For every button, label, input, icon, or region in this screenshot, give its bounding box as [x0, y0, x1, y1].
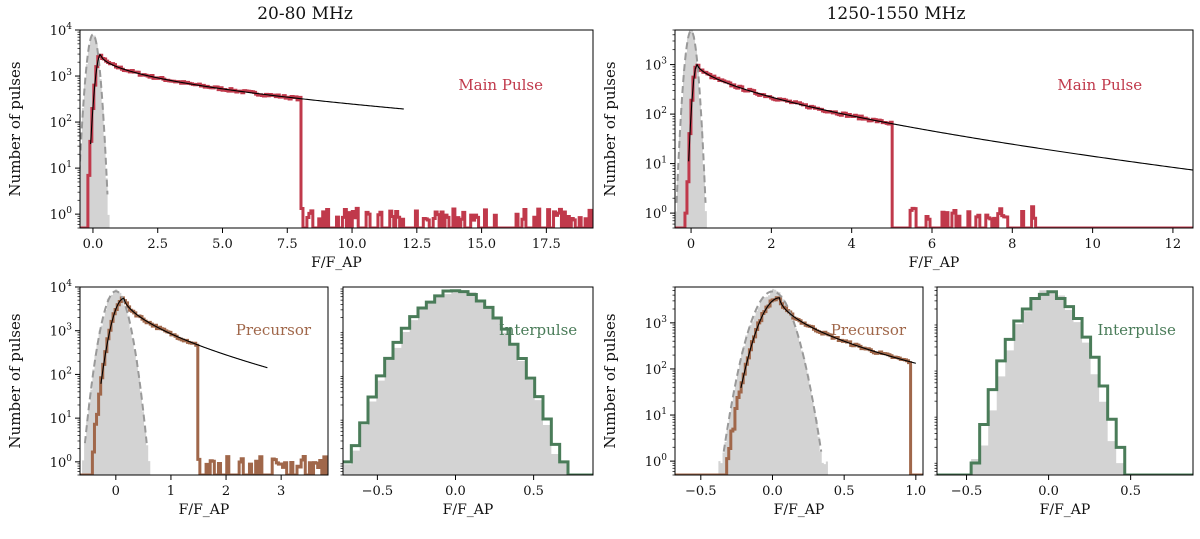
noise-histogram: [675, 288, 923, 475]
noise-histogram: [80, 35, 593, 228]
x-tick-label: 0.5: [523, 484, 544, 499]
x-tick-label: −0.5: [951, 484, 983, 499]
y-tick-label: 103: [50, 323, 73, 340]
series-label: Interpulse: [1098, 321, 1176, 339]
panel-lofar-main: 0.0 2.5 5.0 7.5 10.0 12.5 15.0 17.5 100 101 102 103…: [6, 22, 594, 271]
x-tick-label: 0.0: [83, 237, 104, 252]
x-tick-label: 0.5: [1120, 484, 1141, 499]
axes-frame: [674, 286, 924, 476]
y-axis-label: Number of pulses: [601, 313, 619, 448]
series-label: Main Pulse: [458, 76, 543, 94]
figure-title-right: 1250-1550 MHz: [826, 4, 966, 24]
x-tick-label: 17.5: [532, 237, 561, 252]
y-tick-label: 103: [50, 68, 73, 85]
noise-fit-curve: [80, 33, 109, 195]
panel-lband-precursor: −0.5 0.0 0.5 1.0 100 101 102 103 Precursor F/F_AP…: [601, 286, 926, 518]
y-axis-label: Number of pulses: [6, 61, 24, 196]
x-tick-label: 3: [277, 484, 285, 499]
x-tick-label: 8: [1008, 237, 1016, 252]
x-tick-label: 2: [222, 484, 230, 499]
y-tick-label: 102: [50, 114, 72, 131]
x-axis-label: F/F_AP: [443, 502, 494, 518]
x-tick-label: 10.0: [338, 237, 367, 252]
noise-fit-curve: [83, 290, 148, 444]
x-tick-label: 15.0: [467, 237, 496, 252]
x-axis-label: F/F_AP: [1040, 502, 1091, 518]
y-tick-label: 101: [50, 410, 72, 427]
x-tick-label: 5.0: [212, 237, 233, 252]
x-tick-label: 6: [928, 237, 936, 252]
noise-fit-curve: [722, 290, 823, 452]
x-tick-label: 1.0: [905, 484, 926, 499]
x-tick-label: 1: [167, 484, 175, 499]
x-tick-label: 7.5: [277, 237, 298, 252]
y-tick-label: 101: [645, 407, 667, 424]
y-tick-label: 103: [645, 57, 668, 74]
noise-histogram: [80, 289, 328, 475]
signal-fit-curve: [688, 63, 1193, 171]
x-tick-label: −0.5: [362, 484, 394, 499]
panel-lofar-precursor: 0 1 2 3 100 101 102 103 104 Precursor F/F_AP Number…: [6, 279, 329, 518]
x-tick-label: 0.0: [445, 484, 466, 499]
x-tick-label: 0.5: [834, 484, 855, 499]
panel-lband-interpulse: −0.5 0.0 0.5 Interpulse F/F_AP: [934, 286, 1194, 518]
y-tick-label: 100: [645, 453, 668, 470]
noise-histogram: [937, 290, 1193, 475]
y-axis-label: Number of pulses: [601, 61, 619, 196]
axes-frame: [674, 29, 1194, 229]
signal-histogram: [675, 63, 1193, 228]
y-tick-label: 100: [50, 206, 73, 223]
x-tick-label: 0: [687, 237, 695, 252]
signal-fit-curve: [100, 297, 268, 384]
series-label: Precursor: [831, 321, 907, 339]
panel-lband-main: 0 2 4 6 8 10 12 100 101 102 103 Main Pulse F/F_AP Num…: [601, 29, 1194, 271]
signal-histogram: [937, 290, 1193, 475]
axes-frame: [79, 29, 594, 229]
x-tick-label: 12.5: [402, 237, 431, 252]
series-label: Precursor: [236, 321, 312, 339]
x-axis-label: F/F_AP: [909, 255, 960, 271]
x-tick-label: 2.5: [147, 237, 168, 252]
y-tick-label: 104: [50, 279, 73, 296]
noise-histogram: [675, 30, 1193, 228]
signal-fit-curve: [740, 297, 916, 388]
y-tick-label: 104: [50, 22, 73, 39]
noise-histogram: [343, 291, 593, 475]
axes-frame: [936, 286, 1194, 476]
y-tick-label: 101: [50, 160, 72, 177]
x-tick-label: −0.5: [685, 484, 717, 499]
y-tick-label: 100: [645, 205, 668, 222]
y-tick-label: 100: [50, 454, 73, 471]
x-tick-label: 10: [1084, 237, 1101, 252]
y-tick-label: 101: [645, 156, 667, 173]
y-tick-label: 103: [645, 315, 668, 332]
signal-fit-curve: [90, 53, 404, 145]
x-tick-label: 0.0: [762, 484, 783, 499]
series-label: Interpulse: [499, 321, 577, 339]
x-tick-label: 0: [112, 484, 120, 499]
series-label: Main Pulse: [1057, 76, 1142, 94]
x-axis-label: F/F_AP: [179, 502, 230, 518]
x-tick-label: 12: [1165, 237, 1182, 252]
x-tick-label: 2: [767, 237, 775, 252]
y-tick-label: 102: [50, 366, 72, 383]
x-axis-label: F/F_AP: [774, 502, 825, 518]
panel-lofar-interpulse: −0.5 0.0 0.5 Interpulse F/F_AP: [340, 286, 594, 518]
signal-histogram: [343, 289, 593, 475]
y-axis-label: Number of pulses: [6, 313, 24, 448]
x-tick-label: 0.0: [1038, 484, 1059, 499]
y-tick-label: 102: [645, 106, 667, 123]
x-tick-label: 4: [848, 237, 856, 252]
x-axis-label: F/F_AP: [311, 255, 362, 271]
y-tick-label: 102: [645, 361, 667, 378]
figure-title-left: 20-80 MHz: [257, 4, 353, 24]
